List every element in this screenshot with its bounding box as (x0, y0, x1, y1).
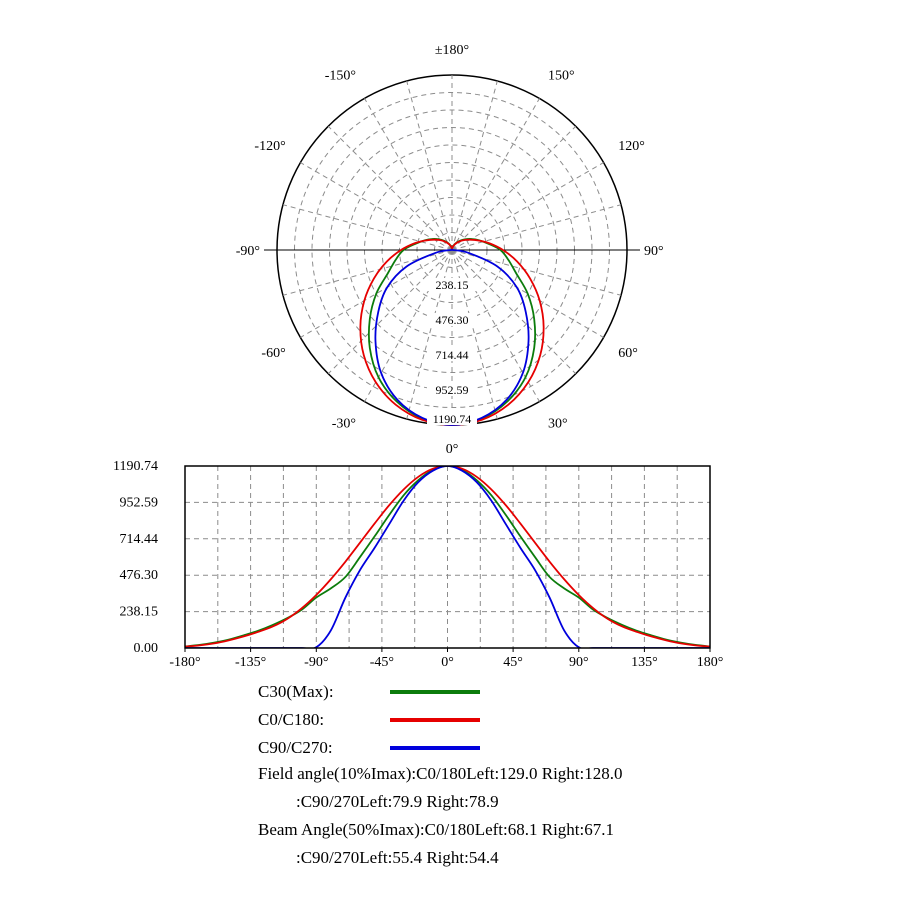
y-axis-tick-label: 476.30 (120, 568, 159, 583)
x-axis-tick-label: -180° (169, 655, 200, 670)
x-axis-tick-label: 90° (569, 655, 589, 670)
polar-ring-label: 952.59 (436, 383, 469, 397)
cartesian-curve-c0-c180 (185, 466, 710, 648)
polar-intensity-chart: 238.15 476.30 714.44 952.59 1190.74 ±180° -150… (236, 45, 664, 457)
polar-angle-label: 60° (618, 346, 638, 361)
cartesian-curves (185, 466, 710, 648)
polar-ring-label: 1190.74 (433, 412, 472, 426)
polar-angle-label: -120° (254, 139, 285, 154)
legend: C30(Max): C0/C180: C90/C270: (258, 678, 480, 762)
beam-field-angle-text: Field angle(10%Imax):C0/180Left:129.0 Ri… (258, 760, 623, 872)
legend-color-line-c30 (390, 690, 480, 694)
annotation-beam-angle-c90: :C90/270Left:55.4 Right:54.4 (296, 848, 499, 867)
x-axis-tick-label: 0° (441, 655, 454, 670)
legend-item: C0/C180: (258, 706, 480, 734)
polar-ring-label: 714.44 (436, 348, 469, 362)
y-axis-tick-label: 952.59 (120, 495, 159, 510)
x-axis-tick-label: 135° (631, 655, 658, 670)
annotation-field-angle-c0: Field angle(10%Imax):C0/180Left:129.0 Ri… (258, 764, 623, 783)
annotation-beam-angle-c0: Beam Angle(50%Imax):C0/180Left:68.1 Righ… (258, 820, 615, 839)
legend-color-line-c90-c270 (390, 746, 480, 750)
polar-angle-label: -60° (261, 346, 285, 361)
polar-angle-label: 120° (618, 139, 645, 154)
polar-ring-label: 238.15 (436, 278, 469, 292)
x-axis-tick-label: -135° (235, 655, 266, 670)
x-axis-tick-label: -90° (304, 655, 328, 670)
polar-angle-label: 150° (548, 69, 575, 84)
y-axis-tick-label: 1190.74 (113, 459, 158, 474)
polar-angle-label: -30° (332, 416, 356, 431)
polar-angle-label: -150° (325, 69, 356, 84)
polar-angle-label: ±180° (435, 45, 469, 58)
annotation-field-angle-c90: :C90/270Left:79.9 Right:78.9 (296, 792, 499, 811)
polar-angle-label: -90° (236, 244, 260, 259)
x-axis-tick-label: 180° (697, 655, 724, 670)
y-axis-tick-label: 0.00 (134, 641, 159, 656)
y-axis-tick-label: 714.44 (120, 532, 159, 547)
x-axis-tick-label: 45° (503, 655, 523, 670)
legend-label-c90-c270: C90/C270: (258, 738, 333, 757)
polar-angle-label: 30° (548, 416, 568, 431)
polar-angle-label: 0° (446, 442, 459, 457)
legend-label-c0-c180: C0/C180: (258, 710, 325, 729)
legend-item: C30(Max): (258, 678, 480, 706)
cartesian-grid (185, 466, 710, 648)
cartesian-curve-c30-max (185, 466, 710, 648)
x-axis-tick-label: -45° (370, 655, 394, 670)
legend-label-c30: C30(Max): (258, 682, 334, 701)
y-axis-tick-label: 238.15 (120, 605, 159, 620)
cartesian-intensity-chart: -180° -135° -90° -45° 0° 45° 90° 135° 180° 1190.7… (113, 459, 724, 670)
polar-angle-label: 90° (644, 244, 664, 259)
legend-color-line-c0-c180 (390, 718, 480, 722)
polar-ring-label: 476.30 (436, 313, 469, 327)
legend-item: C90/C270: (258, 734, 480, 762)
